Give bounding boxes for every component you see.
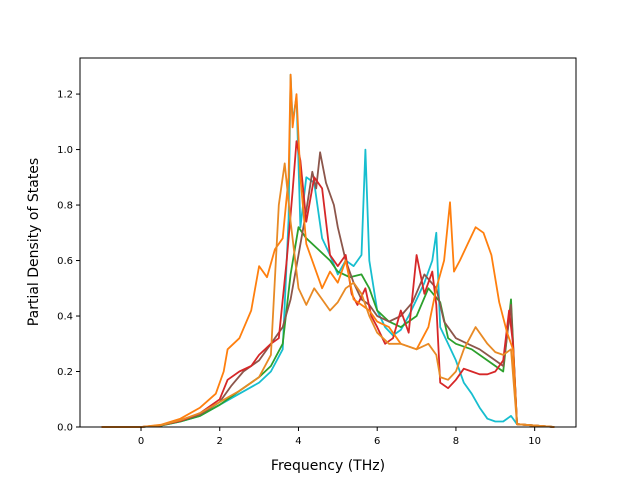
series-layer: [101, 73, 555, 428]
x-tick-label: 2: [217, 436, 223, 447]
y-tick-label: 0.6: [57, 256, 73, 267]
series-line-6: [101, 162, 555, 428]
series-line-4: [101, 140, 555, 428]
y-tick-label: 0.8: [57, 201, 73, 212]
series-line-2: [101, 226, 555, 428]
y-axis-ticks: 0.0 0.2 0.4 0.6 0.8 1.0 1.2: [57, 90, 80, 434]
x-tick-label: 6: [374, 436, 380, 447]
plot-frame: [79, 57, 577, 428]
y-tick-label: 1.0: [57, 145, 73, 156]
x-tick-label: 4: [295, 436, 301, 447]
series-line-5: [101, 73, 555, 428]
series-line-1: [101, 73, 555, 428]
x-tick-label: 10: [528, 436, 541, 447]
y-axis-label: Partial Density of States: [26, 158, 42, 326]
y-tick-label: 1.2: [57, 90, 73, 101]
x-axis-label: Frequency (THz): [271, 458, 385, 474]
series-line-3: [101, 151, 555, 428]
y-tick-label: 0.2: [57, 367, 73, 378]
y-tick-label: 0.4: [57, 312, 73, 323]
x-axis-ticks: 0 2 4 6 8 10: [138, 427, 541, 447]
y-tick-label: 0.0: [57, 423, 73, 434]
x-tick-label: 0: [138, 436, 144, 447]
x-tick-label: 8: [453, 436, 459, 447]
